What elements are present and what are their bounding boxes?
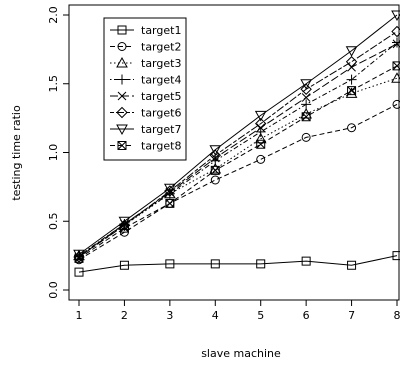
series-target1 [74, 251, 400, 277]
legend-label: target1 [141, 24, 181, 37]
series-line-target6 [78, 31, 398, 258]
data-point-target7 [345, 46, 358, 57]
x-tick-label: 4 [212, 309, 219, 322]
x-tick-label: 2 [121, 309, 128, 322]
data-point-target6 [209, 149, 221, 161]
legend-box [103, 17, 187, 161]
y-tick-label: 2.0 [47, 6, 60, 24]
data-point-target7 [254, 110, 267, 122]
legend-marker-target1 [117, 25, 127, 35]
series-target7 [73, 10, 400, 261]
data-point-target7 [300, 79, 312, 90]
series-line-target2 [78, 103, 398, 261]
data-point-target8 [74, 253, 84, 263]
data-point-target6 [255, 117, 267, 130]
series-line-target3 [78, 77, 398, 257]
legend-label: target6 [141, 107, 181, 120]
legend-marker-target6 [116, 106, 128, 119]
legend-label: target7 [141, 123, 181, 136]
data-point-target3 [118, 219, 131, 230]
series-line-target4 [78, 42, 398, 257]
data-point-target8 [256, 139, 266, 149]
series-layer [73, 10, 400, 277]
x-tick-label: 5 [257, 309, 264, 322]
data-point-target4 [301, 99, 312, 110]
data-point-target3 [254, 132, 267, 144]
legend-item-target3: target3 [110, 56, 181, 70]
data-point-target1 [392, 251, 400, 261]
x-axis-label: slave machine [201, 347, 281, 360]
legend-item-target2: target2 [110, 41, 181, 54]
legend-item-target5: target5 [110, 90, 181, 103]
data-point-target1 [74, 267, 84, 277]
legend-marker-target2 [117, 42, 127, 51]
legend-item-target6: target6 [110, 107, 181, 120]
legend-item-target4: target4 [110, 74, 181, 87]
legend-item-target8: target8 [110, 140, 181, 153]
data-point-target7 [209, 145, 222, 156]
data-point-target8 [301, 112, 311, 122]
data-point-target6 [345, 56, 358, 68]
data-point-target6 [164, 185, 176, 197]
data-point-target2 [392, 99, 400, 109]
data-point-target6 [300, 83, 312, 95]
data-point-target4 [346, 74, 357, 85]
data-point-target8 [210, 165, 220, 175]
data-point-target5 [210, 153, 220, 163]
x-tick-label: 1 [76, 309, 83, 322]
legend-item-target7: target7 [110, 123, 181, 136]
y-tick-label: 0.0 [47, 281, 60, 299]
x-tick-label: 8 [394, 309, 400, 322]
data-point-target1 [256, 259, 266, 269]
y-tick-label: 1.5 [47, 75, 60, 93]
data-point-target2 [347, 123, 357, 133]
data-point-target1 [301, 256, 311, 266]
data-point-target8 [165, 198, 175, 208]
data-point-target1 [119, 260, 129, 270]
y-axis-label: testing time ratio [10, 105, 23, 201]
legend-label: target4 [141, 74, 181, 87]
x-tick-label: 7 [348, 309, 355, 322]
legend-label: target3 [141, 57, 181, 70]
data-point-target3 [300, 107, 312, 119]
data-point-target5 [256, 123, 266, 133]
data-point-target4 [392, 37, 400, 48]
legend-marker-target3 [116, 56, 128, 68]
data-point-target7 [118, 216, 131, 228]
y-tick-label: 1.0 [47, 144, 60, 162]
data-point-target5 [301, 93, 311, 102]
data-point-target2 [210, 175, 220, 185]
legend-marker-target4 [117, 74, 127, 85]
axis-layer: 1 2 3 4 5 6 7 8 0.0 0.5 1.0 1.5 2.0 [47, 4, 400, 322]
data-point-target7 [164, 183, 176, 195]
series-line-target5 [78, 43, 398, 258]
legend-item-target1: target1 [110, 24, 181, 37]
series-line-target8 [78, 65, 398, 259]
series-line-target7 [78, 14, 398, 255]
data-point-target2 [256, 154, 266, 164]
legend-label: target8 [141, 140, 181, 153]
legend-marker-target5 [117, 91, 127, 101]
x-tick-label: 3 [166, 309, 173, 322]
x-tick-label: 6 [303, 309, 310, 322]
legend-marker-target8 [117, 141, 127, 150]
legend: target1 target2 target3 target4 target5 targe… [103, 17, 187, 161]
data-point-target2 [301, 132, 311, 142]
data-point-target1 [347, 260, 357, 270]
data-point-target6 [391, 25, 400, 38]
series-line-target1 [78, 255, 398, 273]
data-point-target1 [165, 259, 175, 269]
data-point-target8 [347, 86, 357, 96]
data-point-target8 [119, 223, 129, 233]
legend-label: target2 [141, 41, 181, 54]
legend-label: target5 [141, 90, 181, 103]
data-point-target1 [210, 259, 220, 269]
y-tick-label: 0.5 [47, 213, 60, 231]
legend-marker-target7 [116, 124, 128, 136]
